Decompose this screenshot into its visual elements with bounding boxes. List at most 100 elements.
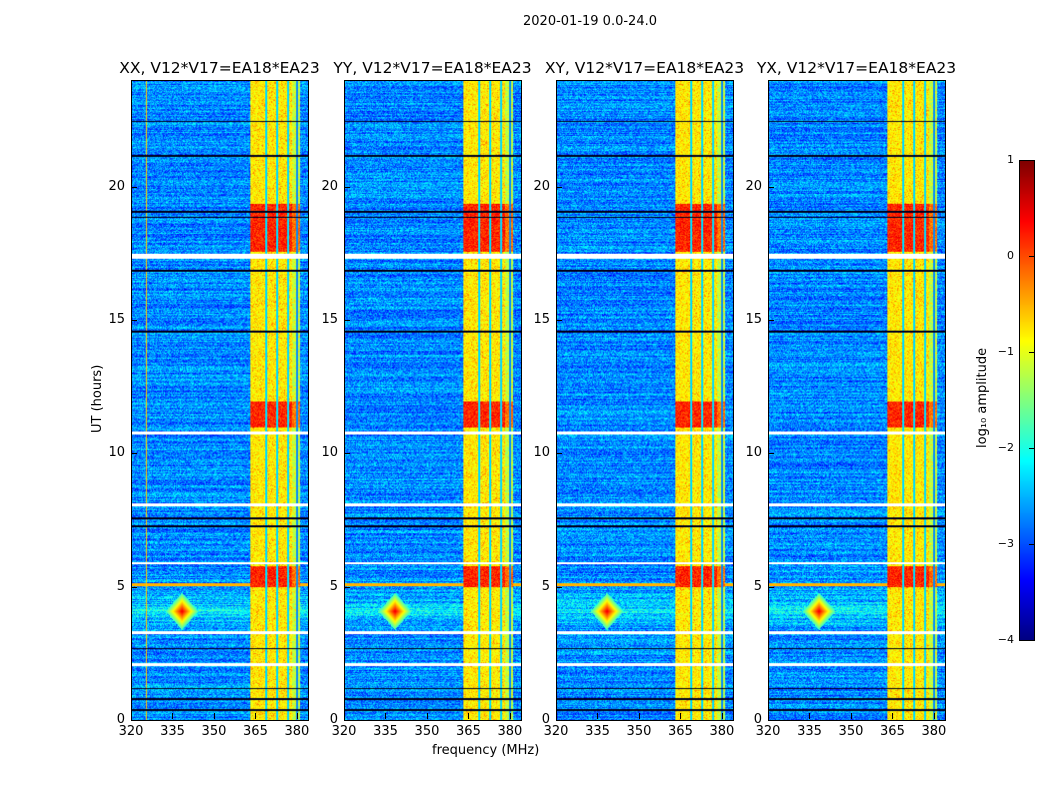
- x-tick-mark: [172, 713, 174, 719]
- colorbar-label: log₁₀ amplitude: [975, 347, 990, 448]
- x-tick-mark: [509, 713, 511, 719]
- x-tick-mark: [933, 713, 935, 719]
- y-tick-label: 20: [108, 178, 125, 194]
- x-tick-label: 350: [201, 724, 227, 739]
- x-tick-mark: [468, 713, 470, 719]
- y-tick-mark: [131, 720, 137, 721]
- colorbar-tick-label: 1: [1007, 153, 1014, 166]
- x-tick-label: 335: [585, 724, 610, 739]
- colorbar-tick-label: 0: [1007, 249, 1014, 262]
- x-tick-mark: [556, 713, 557, 719]
- y-tick-label: 10: [533, 445, 550, 461]
- y-tick-label: 15: [533, 312, 550, 327]
- y-tick-mark: [556, 186, 562, 188]
- colorbar-tick-label: −3: [997, 537, 1014, 550]
- y-tick-mark: [344, 586, 350, 588]
- figure-title: 2020-01-19 0.0-24.0: [523, 14, 657, 29]
- x-tick-label: 380: [921, 724, 947, 739]
- x-tick-label: 365: [243, 724, 268, 739]
- y-tick-mark: [344, 186, 350, 188]
- colorbar-tick-label: −2: [997, 441, 1014, 454]
- x-tick-mark: [426, 713, 428, 719]
- spectrogram-panel: [768, 80, 946, 721]
- x-tick-label: 320: [118, 724, 144, 739]
- colorbar-tick-mark: [1029, 448, 1034, 449]
- y-tick-label: 15: [321, 312, 338, 327]
- y-tick-mark: [344, 720, 350, 721]
- y-axis-label: UT (hours): [90, 364, 105, 433]
- spectrogram-panel: [344, 80, 522, 721]
- y-tick-label: 5: [329, 578, 338, 594]
- x-tick-mark: [638, 713, 640, 719]
- x-tick-mark: [721, 713, 723, 719]
- panel-title: YX, V12*V17=EA18*EA23: [756, 59, 957, 77]
- y-tick-mark: [344, 320, 350, 321]
- x-tick-mark: [850, 713, 852, 719]
- x-tick-mark: [597, 713, 599, 719]
- y-tick-label: 10: [321, 445, 338, 461]
- y-tick-label: 0: [116, 712, 125, 727]
- spectrogram-panel: [556, 80, 734, 721]
- x-tick-mark: [385, 713, 387, 719]
- y-tick-label: 15: [108, 312, 125, 327]
- y-tick-label: 5: [116, 578, 125, 594]
- y-tick-label: 20: [321, 178, 338, 194]
- x-tick-label: 335: [797, 724, 822, 739]
- y-tick-label: 15: [745, 312, 762, 327]
- y-tick-label: 20: [533, 178, 550, 194]
- colorbar-tick-mark: [1029, 256, 1034, 257]
- y-tick-mark: [131, 453, 137, 455]
- x-tick-mark: [255, 713, 257, 719]
- panel-title: XX, V12*V17=EA18*EA23: [119, 59, 320, 77]
- y-tick-mark: [131, 186, 137, 188]
- y-tick-mark: [768, 320, 774, 321]
- y-tick-label: 0: [329, 712, 338, 727]
- x-tick-label: 335: [373, 724, 398, 739]
- x-tick-label: 350: [838, 724, 864, 739]
- x-tick-mark: [131, 713, 132, 719]
- x-tick-label: 320: [755, 724, 781, 739]
- y-tick-label: 5: [541, 578, 550, 594]
- y-tick-mark: [768, 453, 774, 455]
- y-tick-mark: [768, 720, 774, 721]
- y-tick-mark: [344, 453, 350, 455]
- x-tick-mark: [809, 713, 811, 719]
- y-tick-mark: [556, 453, 562, 455]
- y-tick-label: 0: [753, 712, 762, 727]
- x-tick-mark: [344, 713, 345, 719]
- x-tick-label: 365: [668, 724, 693, 739]
- y-tick-mark: [131, 320, 137, 321]
- y-tick-label: 10: [108, 445, 125, 461]
- y-tick-label: 10: [745, 445, 762, 461]
- x-tick-label: 335: [160, 724, 185, 739]
- x-tick-mark: [213, 713, 215, 719]
- colorbar-tick-label: −4: [997, 633, 1014, 646]
- x-tick-label: 380: [284, 724, 310, 739]
- x-tick-label: 365: [456, 724, 481, 739]
- x-tick-label: 350: [414, 724, 440, 739]
- colorbar-tick-mark: [1029, 352, 1034, 353]
- x-tick-label: 380: [497, 724, 523, 739]
- y-tick-mark: [556, 586, 562, 588]
- y-tick-mark: [556, 320, 562, 321]
- spectrogram-panel: [131, 80, 309, 721]
- x-axis-label: frequency (MHz): [432, 743, 540, 758]
- y-tick-label: 20: [745, 178, 762, 194]
- y-tick-mark: [768, 586, 774, 588]
- x-tick-mark: [892, 713, 894, 719]
- x-tick-mark: [768, 713, 769, 719]
- x-tick-label: 365: [880, 724, 905, 739]
- colorbar-tick-mark: [1029, 640, 1034, 641]
- x-tick-label: 320: [331, 724, 357, 739]
- x-tick-mark: [296, 713, 298, 719]
- y-tick-mark: [131, 586, 137, 588]
- panel-title: YY, V12*V17=EA18*EA23: [333, 59, 532, 77]
- x-tick-label: 380: [709, 724, 735, 739]
- colorbar-tick-mark: [1029, 544, 1034, 545]
- panel-title: XY, V12*V17=EA18*EA23: [544, 59, 745, 77]
- y-tick-mark: [556, 720, 562, 721]
- y-tick-mark: [768, 186, 774, 188]
- colorbar-tick-label: −1: [997, 345, 1014, 358]
- x-tick-label: 320: [543, 724, 569, 739]
